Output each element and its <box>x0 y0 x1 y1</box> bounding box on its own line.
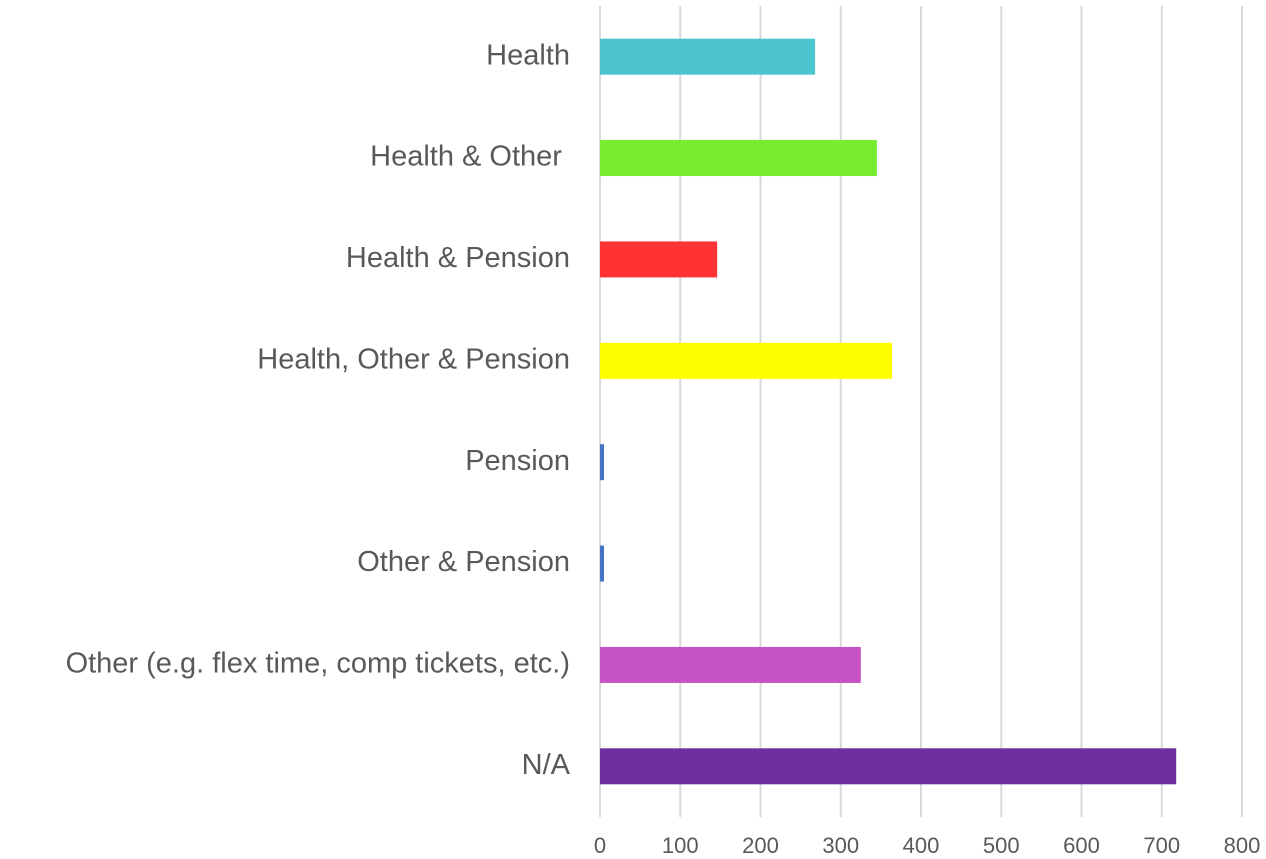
bar <box>600 545 605 582</box>
y-tick-label: Health & Other <box>370 141 570 173</box>
y-tick-label: N/A <box>522 749 571 781</box>
bar <box>600 241 718 278</box>
y-tick-label: Other (e.g. flex time, comp tickets, etc… <box>66 648 570 680</box>
x-tick-label: 700 <box>1143 833 1180 858</box>
x-tick-label: 300 <box>822 833 859 858</box>
x-tick-label: 200 <box>742 833 779 858</box>
bar <box>600 748 1177 785</box>
x-tick-label: 500 <box>983 833 1020 858</box>
x-tick-label: 0 <box>594 833 606 858</box>
y-tick-label: Health <box>486 39 570 71</box>
bar <box>600 342 893 379</box>
bar <box>600 444 605 481</box>
bar <box>600 646 861 683</box>
y-tick-label: Pension <box>465 445 570 477</box>
y-tick-label: Other & Pension <box>357 546 570 578</box>
x-tick-label: 400 <box>903 833 940 858</box>
bar <box>600 140 877 177</box>
x-tick-label: 600 <box>1063 833 1100 858</box>
y-tick-label: Health, Other & Pension <box>257 343 570 375</box>
x-tick-label: 800 <box>1224 833 1261 858</box>
y-tick-label: Health & Pension <box>346 242 570 274</box>
bar <box>600 38 816 75</box>
x-tick-label: 100 <box>662 833 699 858</box>
